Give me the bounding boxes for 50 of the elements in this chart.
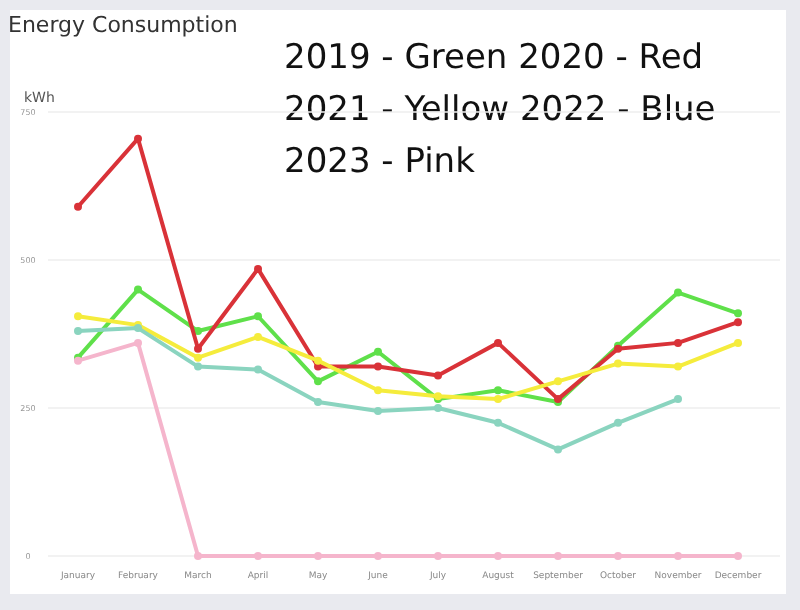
point: [554, 377, 562, 386]
point: [374, 347, 382, 356]
point: [434, 371, 442, 380]
point: [254, 264, 262, 273]
point: [734, 338, 742, 347]
text: 2019 - Green 2020 - Red: [284, 38, 704, 78]
chart-title: Energy Consumption: [8, 12, 238, 38]
point: [554, 445, 562, 454]
point: [614, 552, 622, 560]
point: [674, 552, 682, 560]
point: [134, 134, 142, 143]
point: [314, 398, 322, 407]
point: [194, 362, 202, 371]
point: [734, 309, 742, 318]
point: [74, 312, 82, 321]
annotation: 2021 - Yellow 2022 - Blue: [284, 90, 716, 130]
point: [434, 552, 442, 560]
point: [494, 552, 502, 560]
point: [494, 418, 502, 427]
point: [134, 285, 142, 294]
point: [314, 356, 322, 365]
point: [374, 552, 382, 560]
point: [554, 552, 562, 560]
point: [494, 395, 502, 404]
point: [614, 418, 622, 427]
point: [74, 327, 82, 336]
point: [194, 353, 202, 362]
annotation: 2023 - Pink: [284, 142, 476, 182]
point: [674, 288, 682, 297]
point: [674, 338, 682, 347]
point: [374, 362, 382, 371]
point: [314, 552, 322, 560]
point: [134, 338, 142, 347]
point: [194, 552, 202, 560]
point: [254, 312, 262, 321]
point: [374, 386, 382, 395]
point: [494, 338, 502, 347]
point: [734, 318, 742, 327]
point: [674, 362, 682, 371]
point: [374, 406, 382, 415]
point: [674, 395, 682, 404]
point: [254, 552, 262, 560]
point: [254, 332, 262, 341]
point: [494, 386, 502, 395]
point: [74, 202, 82, 211]
point: [614, 359, 622, 368]
point: [434, 404, 442, 412]
point: [314, 377, 322, 386]
point: [254, 365, 262, 374]
point: [734, 552, 742, 560]
